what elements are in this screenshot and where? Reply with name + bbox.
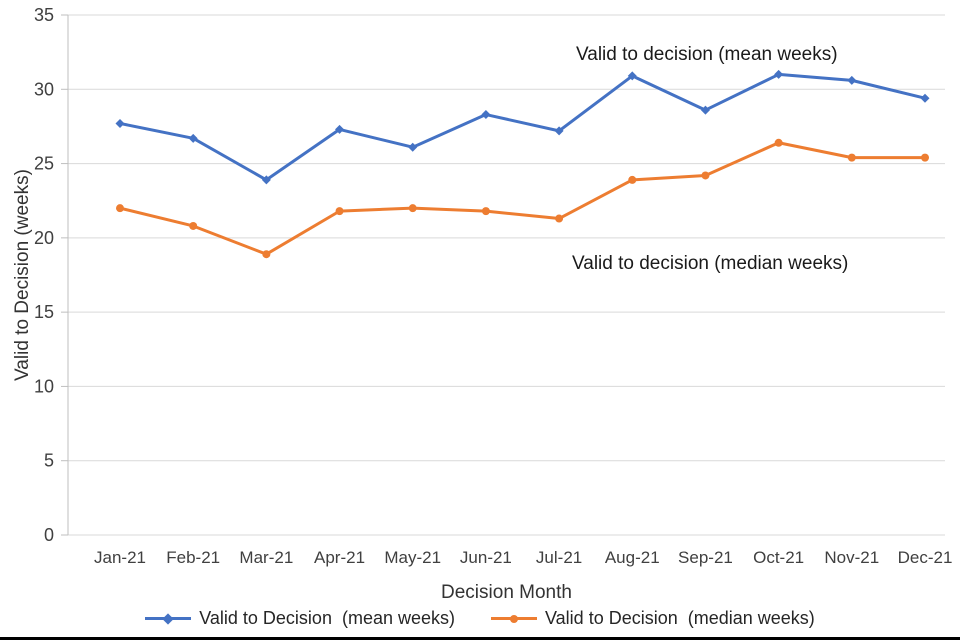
series-annotation-median: Valid to decision (median weeks) — [572, 253, 849, 274]
y-axis-title: Valid to Decision (weeks) — [12, 169, 33, 381]
legend-item-mean: Valid to Decision (mean weeks) — [145, 608, 455, 629]
svg-text:Oct-21: Oct-21 — [753, 548, 804, 567]
legend-line-median-icon — [491, 613, 537, 625]
legend-line-mean-icon — [145, 612, 192, 625]
legend-label-median: Valid to Decision (median weeks) — [545, 608, 815, 628]
svg-text:0: 0 — [44, 525, 54, 545]
svg-text:20: 20 — [34, 228, 54, 248]
svg-text:15: 15 — [34, 302, 54, 322]
svg-text:Sep-21: Sep-21 — [678, 548, 733, 567]
svg-text:Mar-21: Mar-21 — [239, 548, 293, 567]
svg-text:30: 30 — [34, 79, 54, 99]
series-annotation-mean: Valid to decision (mean weeks) — [576, 44, 838, 65]
svg-text:Jun-21: Jun-21 — [460, 548, 512, 567]
svg-text:25: 25 — [34, 154, 54, 174]
legend: Valid to Decision (mean weeks) Valid to … — [0, 608, 960, 629]
x-axis-title: Decision Month — [441, 582, 572, 603]
svg-text:10: 10 — [34, 376, 54, 396]
svg-text:May-21: May-21 — [384, 548, 441, 567]
svg-text:Dec-21: Dec-21 — [898, 548, 953, 567]
svg-text:Aug-21: Aug-21 — [605, 548, 660, 567]
svg-text:Jan-21: Jan-21 — [94, 548, 146, 567]
svg-text:5: 5 — [44, 451, 54, 471]
svg-text:Feb-21: Feb-21 — [166, 548, 220, 567]
legend-item-median: Valid to Decision (median weeks) — [491, 608, 815, 629]
svg-text:Jul-21: Jul-21 — [536, 548, 582, 567]
svg-text:35: 35 — [34, 5, 54, 25]
svg-text:Nov-21: Nov-21 — [824, 548, 879, 567]
svg-text:Apr-21: Apr-21 — [314, 548, 365, 567]
legend-label-mean: Valid to Decision (mean weeks) — [199, 608, 455, 628]
